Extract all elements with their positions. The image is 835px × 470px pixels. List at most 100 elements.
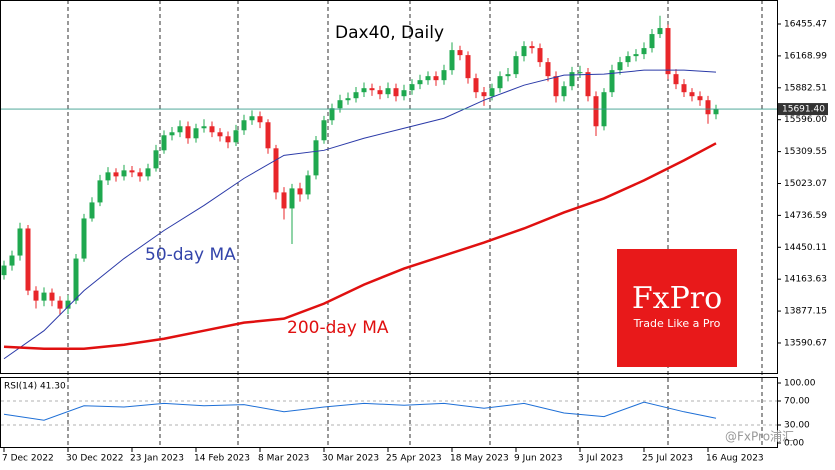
y-tick-label: 0.00: [784, 439, 804, 449]
candle-body: [49, 292, 55, 301]
candle-body: [641, 48, 647, 55]
candle-body: [473, 78, 479, 93]
candle-body: [41, 292, 47, 301]
watermark: @FxPro浦汇: [725, 430, 794, 444]
candle-body: [33, 290, 39, 301]
rsi-title: RSI(14) 41.30: [4, 382, 66, 392]
x-tick-label: 9 Jun 2023: [514, 454, 562, 464]
candle-body: [1, 265, 7, 276]
candle-body: [513, 56, 519, 75]
candle-body: [193, 128, 199, 139]
candle-body: [617, 62, 623, 71]
candle-body: [585, 72, 591, 97]
y-tick-label: 30.00: [784, 421, 810, 431]
candle-body: [201, 126, 207, 129]
candle-body: [385, 88, 391, 95]
candle-body: [249, 116, 255, 121]
candle-body: [673, 74, 679, 85]
candle-body: [489, 88, 495, 97]
candle-body: [393, 88, 399, 97]
logo-tagline: Trade Like a Pro: [633, 317, 721, 330]
candle-body: [465, 55, 471, 79]
candle-body: [73, 258, 79, 301]
candle-body: [497, 76, 503, 89]
candle-body: [305, 175, 311, 195]
candle-body: [689, 92, 695, 97]
candle-body: [401, 90, 407, 97]
candle-body: [113, 172, 119, 177]
candle-body: [209, 126, 215, 133]
candle-body: [417, 80, 423, 85]
candle-body: [121, 170, 127, 177]
x-tick-label: 25 Jul 2023: [642, 454, 693, 464]
candle-body: [577, 72, 583, 74]
candle-body: [369, 88, 375, 91]
y-tick-label: 15023.07: [784, 179, 827, 189]
y-tick-label: 14163.63: [784, 275, 827, 285]
x-tick-label: 23 Jan 2023: [130, 454, 184, 464]
candle-body: [297, 188, 303, 195]
candle-body: [57, 300, 63, 309]
candle-body: [169, 132, 175, 136]
candle-body: [633, 54, 639, 57]
candle-body: [521, 46, 527, 57]
y-tick-label: 15596.00: [784, 115, 827, 125]
x-tick-label: 3 Jul 2023: [578, 454, 623, 464]
y-tick-label: 16168.99: [784, 51, 827, 61]
candle-body: [81, 218, 87, 259]
candle-body: [265, 122, 271, 149]
candle-body: [217, 132, 223, 137]
ma200-label: 200-day MA: [287, 318, 389, 338]
candle-body: [289, 188, 295, 209]
candle-body: [105, 172, 111, 181]
candle-body: [697, 96, 703, 101]
candle-body: [665, 28, 671, 75]
x-tick-label: 8 Mar 2023: [258, 454, 309, 464]
candle-body: [433, 76, 439, 81]
moving-average-line: [3, 69, 717, 360]
moving-average-line: [3, 142, 717, 350]
rsi-panel: [0, 377, 778, 448]
candle-body: [129, 170, 135, 173]
candle-body: [185, 126, 191, 139]
y-tick-label: 70.00: [784, 397, 810, 407]
candle-body: [625, 56, 631, 63]
candle-body: [25, 228, 31, 291]
candle-body: [97, 180, 103, 203]
x-tick-label: 30 Dec 2022: [66, 454, 124, 464]
candle-body: [457, 50, 463, 56]
candle-body: [161, 135, 167, 151]
candle-body: [561, 86, 567, 97]
candle-body: [425, 76, 431, 81]
y-tick-label: 14736.59: [784, 211, 827, 221]
candle-body: [505, 74, 511, 77]
y-tick-label: 100.00: [784, 379, 816, 389]
candle-body: [177, 126, 183, 133]
ma50-label: 50-day MA: [145, 245, 236, 265]
x-tick-label: 18 May 2023: [450, 454, 509, 464]
y-tick-label: 13590.67: [784, 338, 827, 348]
candle-body: [449, 50, 455, 71]
candle-body: [569, 72, 575, 87]
candle-body: [537, 48, 543, 63]
logo-box: [617, 249, 737, 367]
y-tick-label: 16455.47: [784, 19, 827, 29]
candle-body: [153, 150, 159, 169]
y-tick-label: 15309.55: [784, 147, 827, 157]
candle-body: [353, 92, 359, 99]
candle-body: [545, 62, 551, 77]
candle-body: [361, 88, 367, 93]
candle-body: [273, 148, 279, 193]
candle-body: [137, 172, 143, 177]
candle-body: [145, 168, 151, 177]
candle-body: [609, 70, 615, 93]
candle-body: [649, 34, 655, 49]
candle-body: [17, 228, 23, 256]
candle-body: [241, 120, 247, 131]
candle-body: [9, 255, 15, 266]
candle-body: [313, 140, 319, 176]
candle-body: [553, 76, 559, 97]
candle-body: [329, 108, 335, 121]
candle-body: [681, 84, 687, 93]
